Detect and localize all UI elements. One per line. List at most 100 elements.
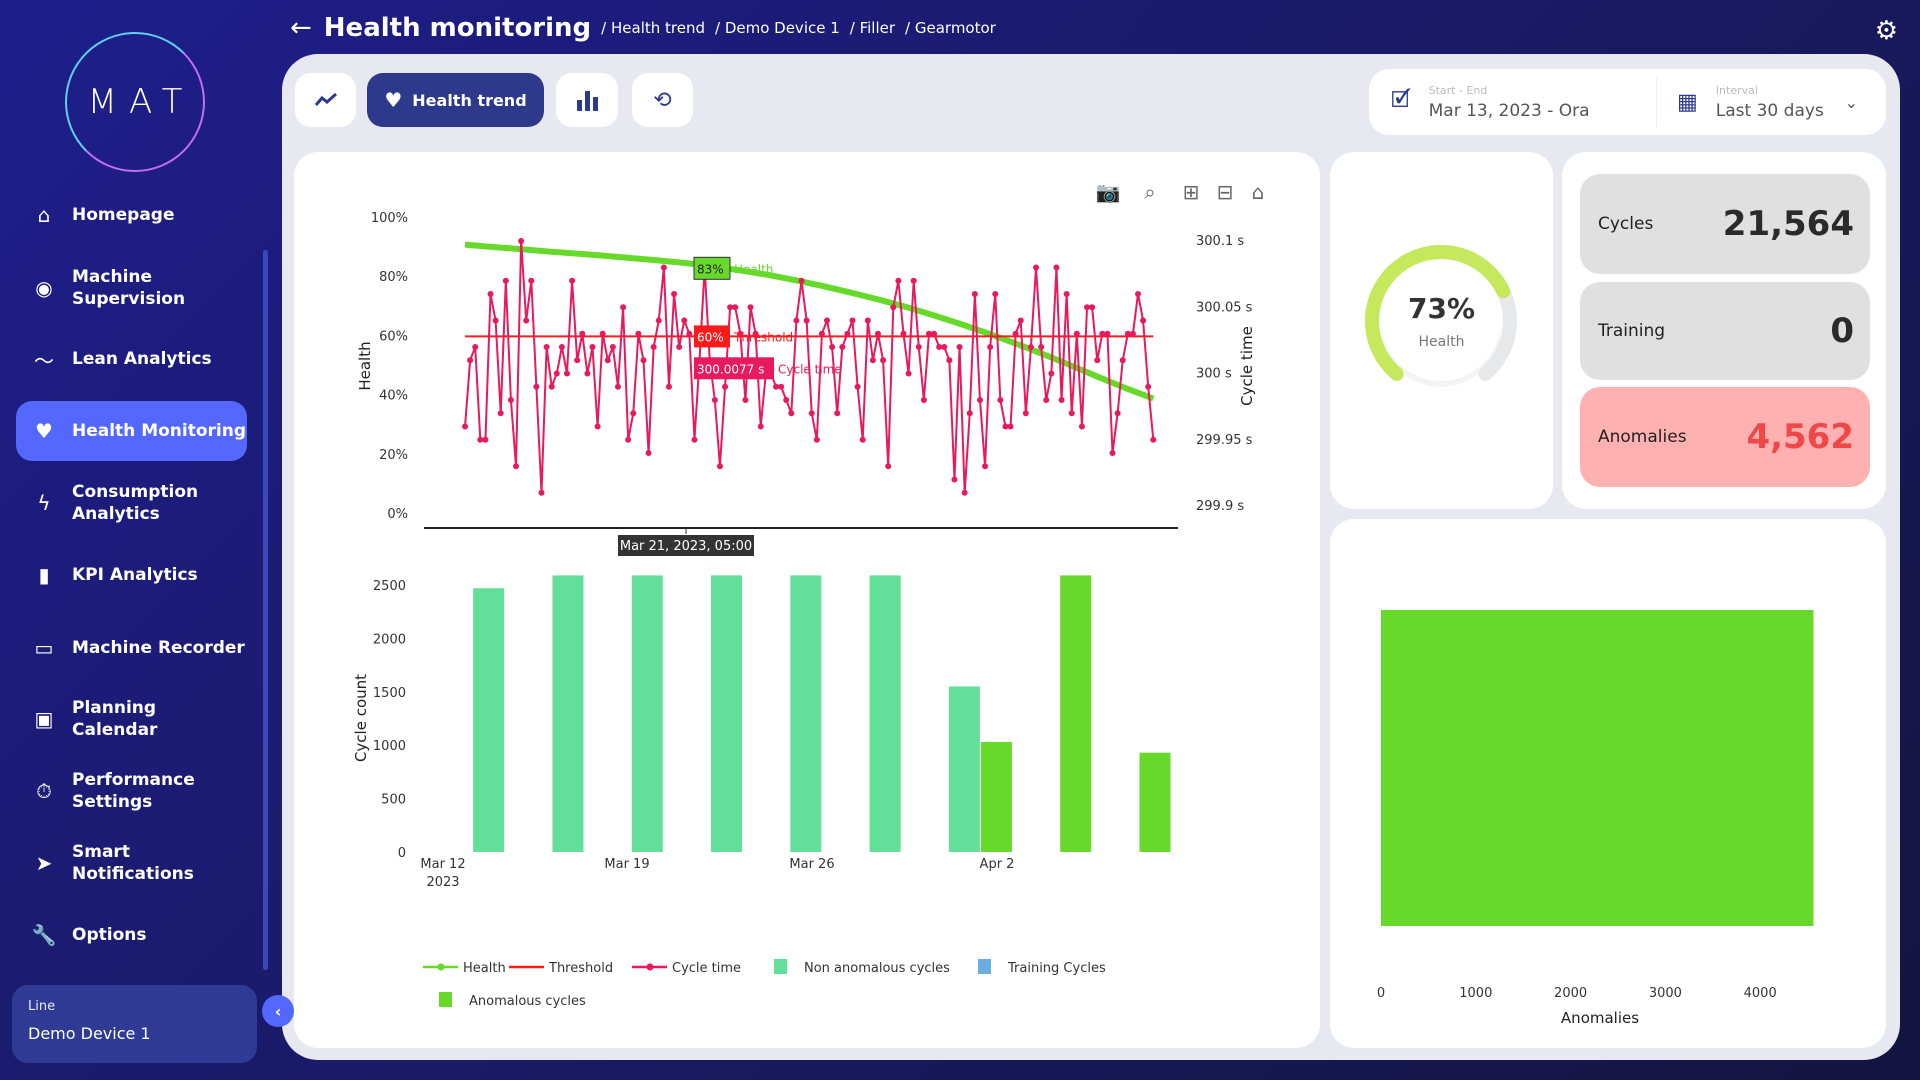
bar-y-tick-label: 2000	[373, 632, 406, 647]
cycle-time-point	[1150, 436, 1157, 443]
bar-non-anomalous-cycles	[473, 588, 505, 852]
cycle-time-point	[681, 317, 688, 324]
cycle-time-point	[1140, 317, 1147, 324]
training-label: Training	[1598, 321, 1666, 341]
cycle-time-point	[880, 357, 887, 364]
sidebar-item-consumption-analytics[interactable]: ϟ Consumption Analytics	[16, 473, 247, 533]
cycle-time-point	[798, 277, 805, 284]
cycle-time-point	[936, 344, 943, 350]
cycle-time-point	[1058, 397, 1065, 403]
health-trend-button[interactable]: ♥ Health trend	[367, 73, 544, 127]
zoom-out-icon[interactable]: ⊟	[1217, 180, 1234, 204]
y2-tick-label: 300.05 s	[1196, 300, 1253, 315]
cycle-time-point	[910, 277, 917, 284]
legend-item[interactable]: Health	[463, 961, 506, 976]
sidebar-item-performance-settings[interactable]: ⏱ Performance Settings	[16, 761, 247, 821]
back-arrow-icon[interactable]: ←	[290, 13, 312, 43]
cycle-time-point	[1002, 423, 1009, 430]
wrench-icon: 🔧	[31, 923, 57, 947]
cycle-time-point	[1063, 291, 1070, 297]
bar-x-tick-label: Apr 2	[980, 857, 1015, 872]
bar-x-tick-label: Mar 19	[604, 857, 649, 872]
date-filter: 🗹 Start - End Mar 13, 2023 - Ora ▦ Inter…	[1369, 69, 1886, 135]
cycle-time-point	[691, 436, 698, 443]
legend-item[interactable]: Non anomalous cycles	[804, 961, 950, 976]
trend-view-button[interactable]	[295, 73, 356, 127]
bar-non-anomalous-cycles	[790, 575, 822, 852]
anomalies-chart[interactable]: 0 1000 2000 3000 4000 Anomalies	[1330, 519, 1886, 1048]
cycle-time-point	[997, 397, 1004, 403]
stopwatch-icon: ⏱	[36, 779, 52, 803]
legend-item[interactable]: Cycle time	[672, 961, 741, 976]
sidebar-item-kpi-analytics[interactable]: ▮ KPI Analytics	[16, 545, 247, 605]
sidebar-item-machine-recorder[interactable]: ▭ Machine Recorder	[16, 618, 247, 678]
cycle-time-point	[655, 317, 662, 324]
cycle-time-point	[931, 330, 938, 337]
hover-threshold-label: Threshold	[733, 330, 793, 344]
cycle-time-point	[976, 397, 983, 403]
gear-icon[interactable]: ⚙	[1874, 16, 1898, 46]
hover-cycle-box	[694, 357, 774, 380]
sidebar-item-homepage[interactable]: ⌂ Homepage	[16, 185, 247, 245]
anomalies-label: Anomalies	[1598, 427, 1687, 447]
cycle-time-point	[1017, 317, 1024, 324]
sidebar-item-smart-notifications[interactable]: ➤ Smart Notifications	[16, 833, 247, 893]
line-label: Line	[28, 999, 56, 1014]
legend-item[interactable]: Threshold	[548, 961, 613, 976]
bar-chart-icon	[577, 91, 598, 111]
cycle-time-point	[854, 383, 861, 390]
breadcrumb-item[interactable]: / Gearmotor	[905, 19, 996, 37]
breadcrumb-item[interactable]: / Health trend	[601, 19, 705, 37]
bar-y-tick-label: 500	[381, 793, 406, 808]
sidebar-item-machine-supervision[interactable]: ◉ Machine Supervision	[16, 258, 247, 318]
hover-threshold-box	[694, 325, 730, 348]
sidebar-item-health-monitoring[interactable]: ♥ Health Monitoring	[16, 401, 247, 461]
zoom-icon[interactable]: ⌕	[1144, 180, 1155, 204]
legend-item[interactable]: Anomalous cycles	[469, 994, 586, 1009]
cycle-time-point	[1012, 330, 1019, 337]
breadcrumb-item[interactable]: / Demo Device 1	[715, 19, 840, 37]
cycle-time-point	[635, 330, 642, 337]
hover-date: Mar 21, 2023, 05:00	[620, 539, 752, 554]
cycle-time-point	[711, 397, 718, 403]
cycle-time-point	[1007, 423, 1014, 430]
cycle-time-point	[1094, 357, 1101, 364]
cycle-time-point	[742, 397, 749, 403]
cycle-time-point	[778, 383, 785, 390]
sidebar-item-options[interactable]: 🔧 Options	[16, 905, 247, 965]
heart-pulse-icon: ♥	[384, 88, 403, 112]
y2-tick-label: 299.9 s	[1196, 499, 1244, 514]
header: ← Health monitoring / Health trend / Dem…	[290, 8, 1006, 48]
home-icon[interactable]: ⌂	[1252, 180, 1265, 204]
interval-select[interactable]: ▦ Interval Last 30 days ⌄	[1657, 84, 1886, 121]
cycle-time-point	[747, 304, 754, 311]
sidebar: MAT ⌂ Homepage ◉ Machine Supervision 〜 Lean A…	[0, 0, 280, 1080]
logo: MAT	[65, 32, 205, 172]
cycle-time-point	[640, 357, 647, 364]
hover-threshold-value: 60%	[697, 330, 724, 344]
cycle-time-point	[1124, 330, 1131, 337]
collapse-sidebar-button[interactable]: ‹	[262, 995, 294, 1027]
health-trend-chart[interactable]: 100% 80% 60% 40% 20% 0% 300.1 s 300.05 s 300 s 29…	[294, 152, 1320, 1048]
sidebar-item-lean-analytics[interactable]: 〜 Lean Analytics	[16, 329, 247, 389]
cycle-time-point	[915, 344, 922, 350]
camera-icon[interactable]: 📷	[1096, 180, 1121, 204]
date-range-field[interactable]: 🗹 Start - End Mar 13, 2023 - Ora	[1369, 77, 1657, 127]
cycle-time-point	[482, 436, 489, 443]
sidebar-scrollbar[interactable]	[263, 250, 268, 970]
bar-chart-button[interactable]	[556, 73, 618, 127]
y-axis-title: Health	[356, 341, 374, 390]
cycle-time-point	[671, 291, 678, 297]
legend-marker	[437, 963, 445, 971]
bar-anomalous-cycles	[980, 741, 1012, 852]
cycles-value: 21,564	[1722, 204, 1854, 244]
sidebar-item-planning-calendar[interactable]: ▣ Planning Calendar	[16, 689, 247, 749]
legend-item[interactable]: Training Cycles	[1007, 961, 1106, 976]
health-trend-chart-card: 100% 80% 60% 40% 20% 0% 300.1 s 300.05 s 300 s 29…	[294, 152, 1320, 1048]
zoom-in-icon[interactable]: ⊞	[1183, 180, 1200, 204]
cycle-time-point	[925, 330, 932, 337]
breadcrumb-item[interactable]: / Filler	[849, 19, 896, 37]
history-button[interactable]: ⟲	[632, 73, 693, 127]
cycle-time-point	[1078, 423, 1085, 430]
line-selector[interactable]: Line Demo Device 1	[12, 985, 257, 1063]
